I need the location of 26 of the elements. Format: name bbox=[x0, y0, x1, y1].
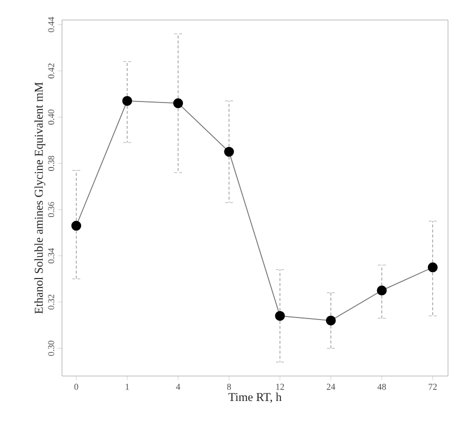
point bbox=[428, 262, 438, 272]
y-tick-label: 0.32 bbox=[48, 294, 54, 310]
point bbox=[173, 98, 184, 108]
point bbox=[326, 316, 336, 326]
y-tick-label: 0.34 bbox=[48, 248, 54, 264]
point bbox=[275, 310, 285, 321]
x-tick-label: 12 bbox=[276, 384, 284, 390]
point bbox=[224, 146, 234, 157]
x-tick-label: 48 bbox=[377, 384, 386, 390]
y-tick-label: 0.40 bbox=[48, 110, 54, 125]
x-tick-label: 0 bbox=[74, 384, 78, 390]
x-tick-label: 8 bbox=[227, 384, 231, 390]
y-tick-label: 0.36 bbox=[48, 202, 54, 218]
y-tick-label: 0.38 bbox=[48, 156, 54, 171]
y-axis-title: Ethanol Soluble amines Glycine Equivalent mM bbox=[34, 82, 46, 314]
x-tick-label: 24 bbox=[326, 384, 336, 390]
y-tick-label: 0.30 bbox=[48, 340, 54, 356]
x-axis-title: Time RT, h bbox=[228, 392, 282, 403]
y-tick-label: 0.42 bbox=[48, 64, 54, 78]
x-tick-label: 1 bbox=[126, 384, 129, 390]
x-tick-label: 4 bbox=[176, 384, 180, 390]
point bbox=[71, 220, 82, 231]
x-tick-label: 72 bbox=[428, 384, 437, 390]
point bbox=[376, 286, 387, 296]
y-tick-label: 0.44 bbox=[48, 16, 54, 32]
point bbox=[122, 96, 132, 106]
